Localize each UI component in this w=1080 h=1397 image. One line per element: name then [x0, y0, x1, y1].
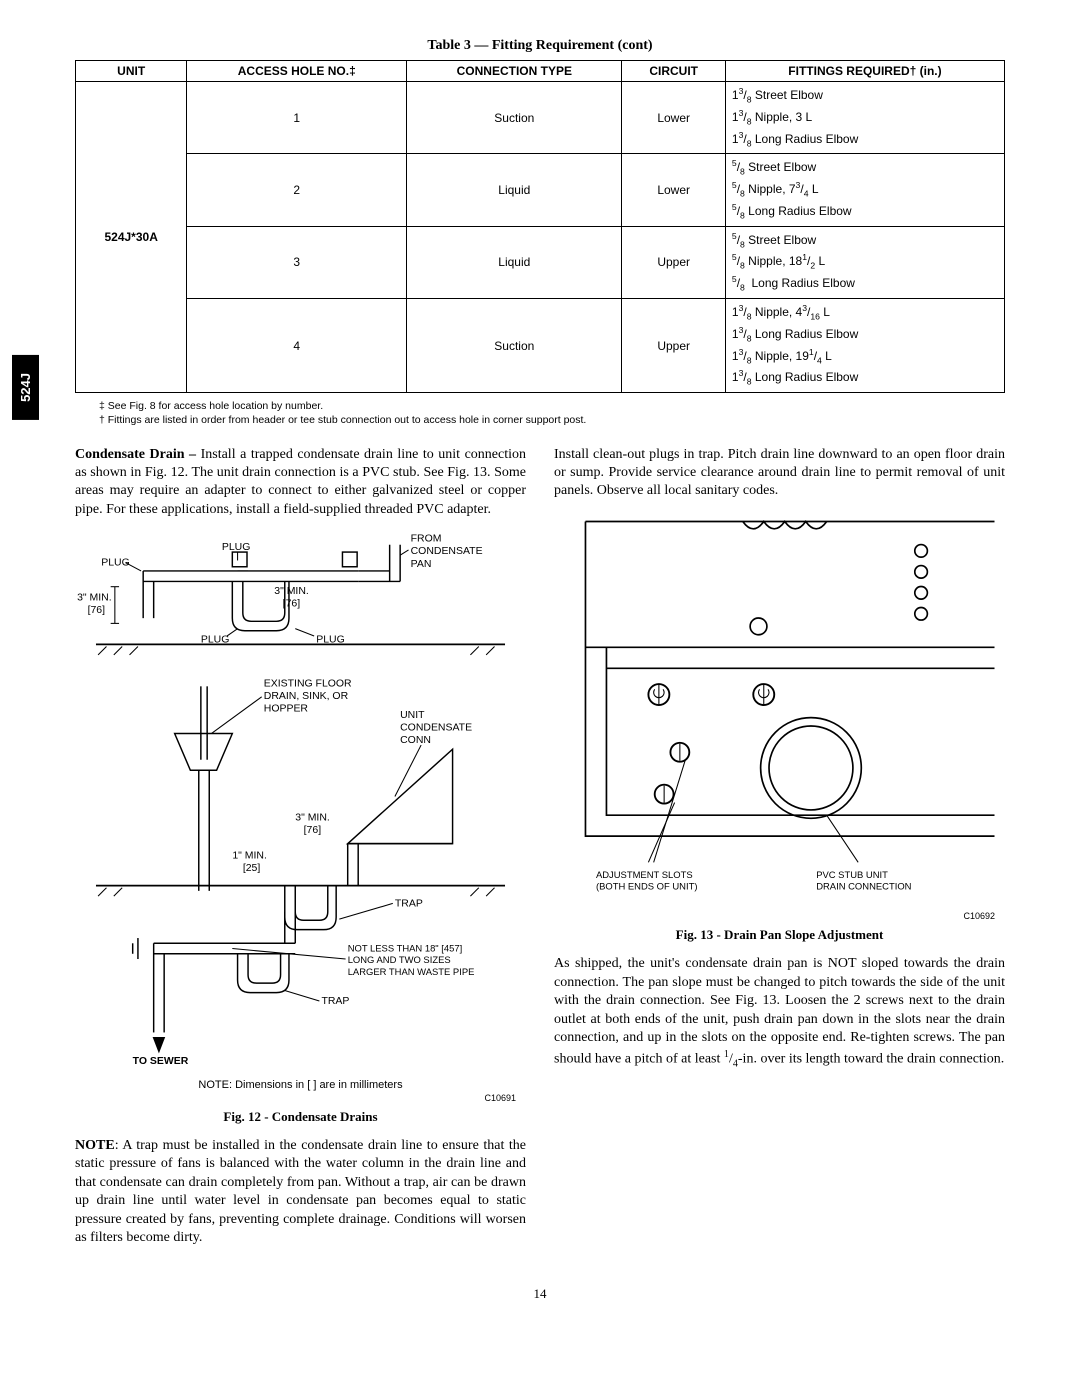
two-column-body: Condensate Drain – Install a trapped con… [75, 446, 1005, 1258]
label-to-sewer: TO SEWER [133, 1056, 189, 1067]
label-unit-conn-3: CONN [400, 735, 431, 746]
cell-circuit: Lower [622, 82, 725, 154]
cell-conn: Suction [407, 299, 622, 393]
figure-12-note: NOTE: Dimensions in [ ] are in millimete… [75, 1079, 526, 1091]
label-pvc-2: DRAIN CONNECTION [816, 881, 911, 892]
footnote-1: ‡ See Fig. 8 for access hole location by… [99, 399, 1005, 413]
cell-fit: 5/8 Street Elbow5/8 Nipple, 73/4 L5/8 Lo… [725, 154, 1004, 226]
label-1min: 1" MIN. [232, 851, 267, 862]
fitting-table: UNIT ACCESS HOLE NO.‡ CONNECTION TYPE CI… [75, 60, 1005, 393]
cell-unit: 524J*30A [76, 82, 187, 393]
cell-circuit: Upper [622, 226, 725, 298]
figure-13: ADJUSTMENT SLOTS (BOTH ENDS OF UNIT) PVC… [554, 511, 1005, 910]
label-trap-2: TRAP [321, 996, 349, 1007]
cell-hole: 2 [187, 154, 407, 226]
cell-conn: Suction [407, 82, 622, 154]
label-3min-mm: [76] [283, 599, 301, 610]
table-footnotes: ‡ See Fig. 8 for access hole location by… [99, 399, 1005, 427]
note-lead: NOTE [75, 1138, 115, 1153]
run-in-heading: Condensate Drain – [75, 447, 196, 462]
th-unit: UNIT [76, 61, 187, 82]
right-p2: As shipped, the unit's condensate drain … [554, 955, 1005, 1070]
label-1min-mm: [25] [243, 863, 261, 874]
note-para: NOTE: A trap must be installed in the co… [75, 1137, 526, 1248]
figure-13-id: C10692 [554, 911, 995, 921]
page-number: 14 [75, 1286, 1005, 1302]
cell-fit: 13/8 Nipple, 43/16 L13/8 Long Radius Elb… [725, 299, 1004, 393]
cell-conn: Liquid [407, 154, 622, 226]
label-notless-3: LARGER THAN WASTE PIPE [348, 966, 475, 977]
cell-conn: Liquid [407, 226, 622, 298]
label-notless-2: LONG AND TWO SIZES [348, 955, 451, 966]
figure-12-caption: Fig. 12 - Condensate Drains [75, 1109, 526, 1125]
cell-hole: 1 [187, 82, 407, 154]
label-3min-low-mm: [76] [304, 826, 322, 837]
label-from-pan-3: PAN [411, 559, 432, 570]
table-title: Table 3 — Fitting Requirement (cont) [75, 38, 1005, 54]
side-tab: 524J [12, 355, 39, 420]
th-conn: CONNECTION TYPE [407, 61, 622, 82]
cell-circuit: Upper [622, 299, 725, 393]
cell-circuit: Lower [622, 154, 725, 226]
th-fittings: FITTINGS REQUIRED† (in.) [725, 61, 1004, 82]
label-3min-l-mm: [76] [88, 605, 106, 616]
label-plug-b1: PLUG [201, 635, 230, 646]
page: 524J Table 3 — Fitting Requirement (cont… [0, 0, 1080, 1332]
label-notless-1: NOT LESS THAN 18" [457] [348, 943, 463, 954]
right-column: Install clean-out plugs in trap. Pitch d… [554, 446, 1005, 1258]
label-from-pan-2: CONDENSATE [411, 547, 483, 558]
right-p1: Install clean-out plugs in trap. Pitch d… [554, 446, 1005, 501]
label-from-pan: FROM [411, 534, 442, 545]
label-existing-1: EXISTING FLOOR [264, 679, 352, 690]
figure-12: PLUG FROM CONDENSATE PAN PLUG 3" MIN. [7… [75, 529, 526, 1074]
label-existing-3: HOPPER [264, 704, 309, 715]
figure-12-id: C10691 [75, 1093, 516, 1103]
label-3min-low: 3" MIN. [295, 813, 330, 824]
cell-hole: 3 [187, 226, 407, 298]
footnote-2: † Fittings are listed in order from head… [99, 413, 1005, 427]
label-plug: PLUG [222, 542, 251, 553]
label-plug-b2: PLUG [316, 635, 345, 646]
label-unit-conn-1: UNIT [400, 710, 425, 721]
cell-hole: 4 [187, 299, 407, 393]
label-adj-slots-2: (BOTH ENDS OF UNIT) [596, 881, 698, 892]
cell-fit: 13/8 Street Elbow13/8 Nipple, 3 L13/8 Lo… [725, 82, 1004, 154]
label-3min: 3" MIN. [274, 586, 309, 597]
label-unit-conn-2: CONDENSATE [400, 723, 472, 734]
label-3min-l: 3" MIN. [77, 593, 112, 604]
figure-13-svg: ADJUSTMENT SLOTS (BOTH ENDS OF UNIT) PVC… [554, 511, 1005, 910]
left-column: Condensate Drain – Install a trapped con… [75, 446, 526, 1258]
th-hole: ACCESS HOLE NO.‡ [187, 61, 407, 82]
cell-fit: 5/8 Street Elbow5/8 Nipple, 181/2 L5/8 L… [725, 226, 1004, 298]
label-trap-1: TRAP [395, 899, 423, 910]
figure-13-caption: Fig. 13 - Drain Pan Slope Adjustment [554, 927, 1005, 943]
note-body: : A trap must be installed in the conden… [75, 1138, 526, 1245]
label-adj-slots-1: ADJUSTMENT SLOTS [596, 869, 693, 880]
label-existing-2: DRAIN, SINK, OR [264, 691, 349, 702]
condensate-drain-para: Condensate Drain – Install a trapped con… [75, 446, 526, 520]
figure-12-svg: PLUG FROM CONDENSATE PAN PLUG 3" MIN. [7… [75, 529, 526, 1074]
th-circuit: CIRCUIT [622, 61, 725, 82]
label-pvc-1: PVC STUB UNIT [816, 869, 888, 880]
